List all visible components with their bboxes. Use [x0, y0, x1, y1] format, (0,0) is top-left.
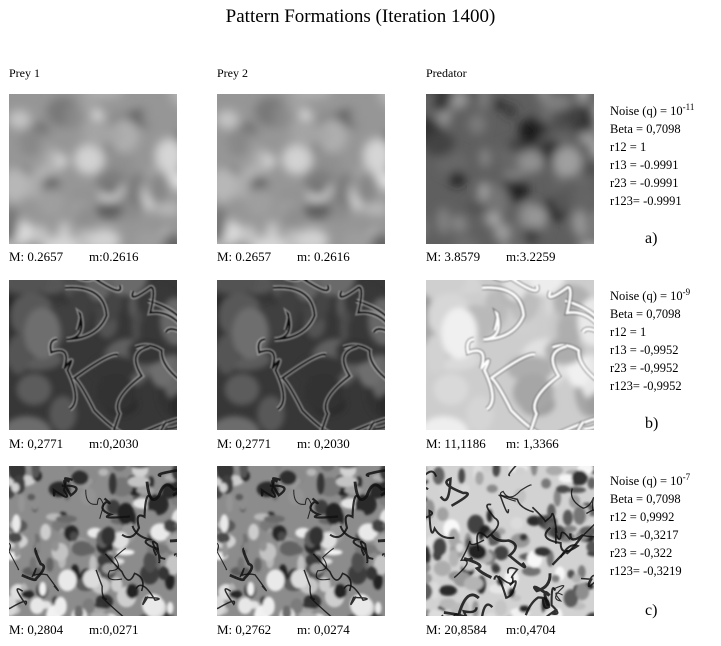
- pattern-image-a-predator: [426, 94, 594, 244]
- beta-param: Beta = 0,7098: [610, 307, 681, 322]
- pattern-image-b-predator: [426, 280, 594, 430]
- r13-param: r13 = -0,3217: [610, 528, 679, 543]
- beta-param: Beta = 0,7098: [610, 492, 681, 507]
- row-label-b: b): [645, 415, 659, 432]
- pattern-image-c-prey-2: [217, 466, 385, 616]
- params-c: Noise (q) = 10-7 Beta = 0,7098 r12 = 0,9…: [610, 468, 690, 580]
- figure-title: Pattern Formations (Iteration 1400): [225, 6, 496, 27]
- pattern-image-b-prey-1: [9, 280, 177, 430]
- pattern-image-b-prey-2: [217, 280, 385, 430]
- r12-param: r12 = 1: [610, 325, 647, 340]
- r12-param: r12 = 0,9992: [610, 510, 675, 525]
- row-label-a: a): [645, 230, 658, 247]
- r13-param: r13 = -0,9952: [610, 343, 679, 358]
- caption-a-prey-2: M: 0.2657 m: 0.2616: [217, 249, 350, 264]
- params-b: Noise (q) = 10-9 Beta = 0,7098 r12 = 1 r…: [610, 283, 690, 395]
- pattern-image-a-prey-2: [217, 94, 385, 244]
- pattern-image-a-prey-1: [9, 94, 177, 244]
- noise-param: Noise (q) = 10-9: [610, 287, 691, 304]
- r123-param: r123= -0,9952: [610, 379, 682, 394]
- caption-c-prey-1: M: 0,2804 m:0,0271: [9, 622, 139, 637]
- row-label-c: c): [645, 602, 658, 619]
- column-header-prey-2: Prey 2: [217, 66, 248, 80]
- r12-param: r12 = 1: [610, 140, 647, 155]
- r23-param: r23 = -0,9952: [610, 361, 679, 376]
- params-a: Noise (q) = 10-11 Beta = 0,7098 r12 = 1 …: [610, 98, 694, 210]
- r123-param: r123= -0,3219: [610, 564, 682, 579]
- r13-param: r13 = -0.9991: [610, 158, 679, 173]
- column-header-prey-1: Prey 1: [9, 66, 40, 80]
- caption-a-prey-1: M: 0.2657 m:0.2616: [9, 249, 139, 264]
- r23-param: r23 = -0.9991: [610, 176, 679, 191]
- caption-a-predator: M: 3.8579 m:3.2259: [426, 249, 556, 264]
- noise-param: Noise (q) = 10-11: [610, 102, 695, 119]
- r123-param: r123= -0.9991: [610, 194, 682, 209]
- pattern-image-c-prey-1: [9, 466, 177, 616]
- caption-c-prey-2: M: 0,2762 m: 0,0274: [217, 622, 350, 637]
- pattern-image-c-predator: [426, 466, 594, 616]
- column-header-predator: Predator: [426, 66, 467, 80]
- caption-b-predator: M: 11,1186 m: 1,3366: [426, 436, 559, 451]
- caption-b-prey-2: M: 0,2771 m: 0,2030: [217, 436, 350, 451]
- noise-param: Noise (q) = 10-7: [610, 472, 691, 489]
- beta-param: Beta = 0,7098: [610, 122, 681, 137]
- caption-c-predator: M: 20,8584 m:0,4704: [426, 622, 556, 637]
- r23-param: r23 = -0,322: [610, 546, 673, 561]
- caption-b-prey-1: M: 0,2771 m:0,2030: [9, 436, 139, 451]
